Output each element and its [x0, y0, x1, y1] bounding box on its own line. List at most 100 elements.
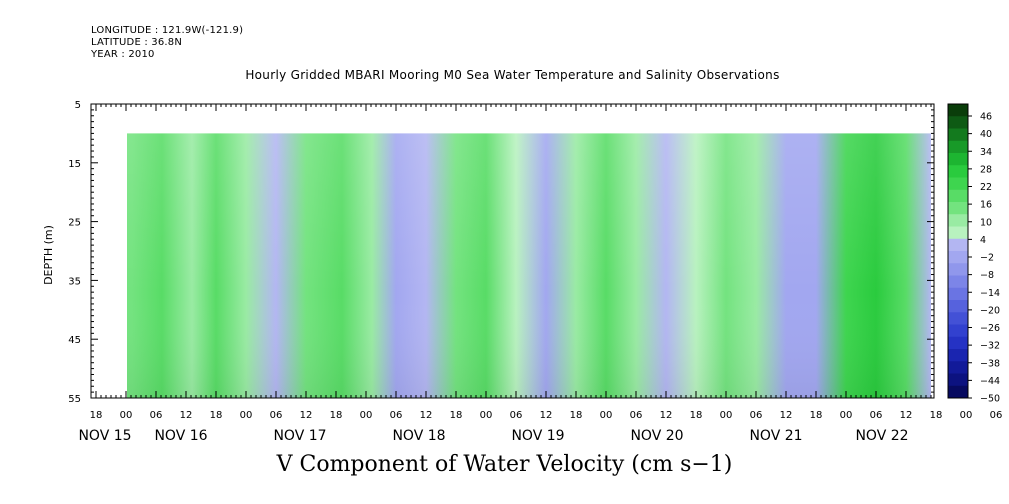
- x-hour-label: 12: [420, 410, 433, 421]
- colorbar-label: −20: [980, 305, 1000, 316]
- y-tick-label: 55: [68, 394, 81, 405]
- colorbar-label: 28: [980, 164, 992, 175]
- colorbar-border: [947, 103, 969, 399]
- colorbar-swatch: [948, 287, 968, 301]
- colorbar-label: 34: [980, 147, 992, 158]
- colorbar-label: −50: [980, 394, 1000, 405]
- x-hour-label: 12: [660, 410, 673, 421]
- colorbar-label: 4: [980, 235, 986, 246]
- chart-title: Hourly Gridded MBARI Mooring M0 Sea Wate…: [0, 68, 1009, 82]
- heatmap-field: [127, 133, 931, 398]
- x-day-label: NOV 18: [392, 428, 445, 444]
- colorbar-label: 40: [980, 129, 992, 140]
- y-tick-label: 45: [68, 335, 81, 346]
- x-hour-label: 00: [600, 410, 613, 421]
- colorbar-swatch: [948, 361, 968, 374]
- x-hour-label: 12: [780, 410, 793, 421]
- colorbar-swatch: [948, 189, 968, 203]
- x-hour-label: 00: [840, 410, 853, 421]
- x-hour-label: 00: [480, 410, 493, 421]
- colorbar-swatch: [948, 165, 968, 178]
- x-hour-label: 18: [570, 410, 583, 421]
- colorbar-swatch: [948, 226, 968, 240]
- x-day-label: NOV 15: [78, 428, 131, 444]
- colorbar-label: −38: [980, 358, 1000, 369]
- colorbar-swatch: [948, 202, 968, 215]
- colorbar-swatch: [948, 214, 968, 227]
- colorbar-swatch: [948, 385, 968, 399]
- colorbar-swatch: [948, 104, 968, 117]
- colorbar-label: 46: [980, 112, 992, 123]
- x-day-label: NOV 20: [630, 428, 683, 444]
- x-hour-label: 06: [270, 410, 283, 421]
- x-hour-label: 06: [390, 410, 403, 421]
- longitude-label: LONGITUDE : 121.9W(-121.9): [91, 25, 244, 36]
- x-hour-label: 12: [900, 410, 913, 421]
- heatmap-shade: [127, 133, 931, 398]
- x-hour-label: 18: [330, 410, 343, 421]
- colorbar-swatch: [948, 336, 968, 350]
- x-hour-label: 06: [750, 410, 763, 421]
- colorbar-label: 22: [980, 182, 992, 193]
- y-tick-label: 15: [68, 159, 81, 170]
- x-hour-label: 00: [120, 410, 133, 421]
- colorbar-label: −44: [980, 376, 1000, 387]
- y-tick-label: 5: [75, 100, 81, 111]
- x-hour-label: 00: [960, 410, 973, 421]
- colorbar-swatch: [948, 349, 968, 362]
- x-day-label: NOV 17: [273, 428, 326, 444]
- year-label: YEAR : 2010: [91, 49, 155, 60]
- x-day-label: NOV 22: [855, 428, 908, 444]
- colorbar-swatch: [948, 300, 968, 313]
- colorbar-swatch: [948, 251, 968, 264]
- colorbar-label: −2: [980, 253, 994, 264]
- colorbar-swatch: [948, 373, 968, 387]
- colorbar-label: −8: [980, 270, 994, 281]
- colorbar-label: −14: [980, 288, 1000, 299]
- x-axis: 18 00 06 12 18 00 06 12 18 00 06 12 18 00 06 12 18 00 06 12…: [78, 104, 1003, 444]
- colorbar-swatch: [948, 324, 968, 338]
- x-hour-label: 18: [930, 410, 943, 421]
- x-hour-label: 18: [690, 410, 703, 421]
- colorbar-swatch: [948, 116, 968, 129]
- x-hour-label: 00: [720, 410, 733, 421]
- x-hour-label: 18: [810, 410, 823, 421]
- x-hour-label: 06: [990, 410, 1003, 421]
- colorbar-swatch: [948, 140, 968, 154]
- x-hour-label: 00: [240, 410, 253, 421]
- x-day-label: NOV 21: [749, 428, 802, 444]
- x-hour-label: 18: [450, 410, 463, 421]
- colorbar-swatch: [948, 128, 968, 142]
- colorbar-swatch: [948, 312, 968, 325]
- y-axis: 5 15 25 35 45 55: [68, 100, 934, 405]
- colorbar-swatch: [948, 238, 968, 252]
- y-tick-label: 35: [68, 276, 81, 287]
- x-hour-label: 12: [180, 410, 193, 421]
- x-hour-label: 12: [540, 410, 553, 421]
- x-hour-label: 06: [870, 410, 883, 421]
- colorbar-swatch: [948, 177, 968, 191]
- latitude-label: LATITUDE : 36.8N: [91, 37, 183, 48]
- colorbar-swatch: [948, 153, 968, 166]
- chart-title-text: Hourly Gridded MBARI Mooring M0 Sea Wate…: [245, 68, 780, 82]
- colorbar-label: 10: [980, 217, 992, 228]
- colorbar-label: −32: [980, 341, 1000, 352]
- x-axis-label: V Component of Water Velocity (cm s−1): [276, 452, 733, 477]
- x-hour-label: 00: [360, 410, 373, 421]
- colorbar-swatch: [948, 263, 968, 276]
- y-tick-label: 25: [68, 218, 81, 229]
- x-hour-label: 12: [300, 410, 313, 421]
- x-day-label: NOV 19: [511, 428, 564, 444]
- x-hour-label: 06: [510, 410, 523, 421]
- x-hour-label: 18: [210, 410, 223, 421]
- x-hour-label: 06: [150, 410, 163, 421]
- colorbar-swatch: [948, 275, 968, 289]
- y-axis-label: DEPTH (m): [42, 225, 55, 285]
- x-hour-label: 06: [630, 410, 643, 421]
- colorbar-label: −26: [980, 323, 1000, 334]
- colorbar-label: 16: [980, 200, 992, 211]
- x-day-label: NOV 16: [154, 428, 207, 444]
- x-hour-label: 18: [90, 410, 103, 421]
- colorbar: 46 40 34 28 22 16 10 4 −2 −8 −14 −20 −26 −32 −38 −44 −50: [947, 103, 1000, 405]
